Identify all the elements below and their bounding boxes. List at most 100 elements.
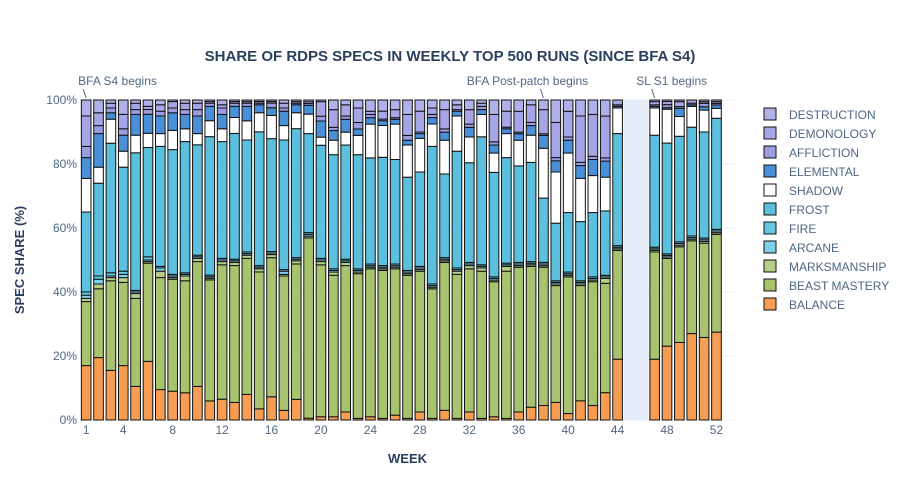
bar-segment-affliction — [192, 109, 203, 117]
bar-segment-elemental — [439, 131, 450, 141]
bar-segment-destruction — [599, 99, 611, 117]
bar-segment-elemental — [142, 113, 154, 134]
bar-segment-affliction — [352, 122, 364, 130]
bar-segment-balance — [105, 369, 117, 421]
bar-segment-balance — [229, 401, 240, 421]
bar-segment-beast-mastery — [649, 251, 660, 360]
bar-segment-shadow — [204, 120, 216, 138]
bar-segment-beast-mastery — [216, 264, 228, 400]
bar-segment-affliction — [130, 109, 141, 115]
bar-segment-beast-mastery — [229, 265, 240, 403]
bar-segment-beast-mastery — [550, 285, 562, 403]
bar-segment-frost — [550, 222, 562, 282]
legend-swatch-elemental — [763, 164, 777, 178]
bar-segment-beast-mastery — [278, 275, 290, 411]
bar-segment-demonology — [315, 101, 327, 117]
legend-swatch-arcane — [763, 240, 777, 254]
bar-segment-shadow — [266, 114, 277, 140]
bar-segment-destruction — [130, 99, 141, 104]
bar-segment-destruction — [365, 99, 376, 112]
bar-segment-frost — [513, 165, 525, 263]
bar-segment-shadow — [686, 105, 698, 128]
bar-segment-shadow — [315, 136, 327, 146]
bar-segment-demonology — [513, 110, 525, 133]
bar-segment-balance — [130, 385, 141, 421]
bar-segment-beast-mastery — [253, 271, 265, 410]
bar-segment-destruction — [562, 99, 574, 112]
bar-segment-shadow — [612, 107, 623, 135]
bar-segment-elemental — [204, 105, 216, 122]
bar-segment-balance — [698, 336, 710, 421]
annotation-arrow — [539, 88, 544, 99]
legend-label-marksmanship: MARKSMANSHIP — [789, 260, 886, 274]
bar-segment-affliction — [117, 128, 129, 136]
bar-segment-beast-mastery — [513, 266, 525, 413]
bar-segment-affliction — [105, 107, 117, 114]
bar-segment-elemental — [105, 112, 117, 120]
bar-segment-shadow — [649, 107, 660, 136]
bar-segment-elemental — [352, 128, 364, 136]
bar-segment-elemental — [266, 107, 277, 116]
bar-segment-balance — [290, 398, 302, 421]
bar-segment-destruction — [253, 99, 265, 103]
bar-segment-beast-mastery — [328, 274, 339, 418]
bar-segment-beast-mastery — [661, 257, 673, 347]
bar-segment-elemental — [328, 130, 339, 141]
bar-segment-destruction — [352, 99, 364, 109]
bar-segment-balance — [575, 400, 586, 421]
bar-segment-beast-mastery — [340, 265, 352, 413]
bar-segment-beast-mastery — [80, 301, 92, 367]
legend-swatch-frost — [763, 202, 777, 216]
bar-segment-beast-mastery — [117, 281, 129, 367]
bar-segment-destruction — [525, 99, 537, 106]
bar-segment-shadow — [599, 176, 611, 212]
bar-segment-frost — [130, 152, 141, 291]
bar-segment-demonology — [439, 109, 450, 130]
bar-segment-beast-mastery — [426, 288, 438, 419]
bar-segment-destruction — [513, 99, 525, 112]
bar-segment-destruction — [167, 99, 179, 103]
bar-segment-balance — [587, 405, 599, 421]
bar-segment-destruction — [538, 99, 549, 111]
bar-segment-demonology — [93, 112, 104, 127]
bar-segment-shadow — [216, 128, 228, 143]
bar-segment-frost — [315, 144, 327, 259]
bar-segment-elemental — [377, 120, 389, 126]
bar-segment-beast-mastery — [179, 280, 191, 394]
bar-segment-shadow — [661, 108, 673, 144]
bar-segment-arcane — [93, 278, 104, 285]
bar-segment-balance — [241, 393, 253, 421]
annotation-arrow — [651, 88, 656, 99]
bar-segment-affliction — [80, 145, 92, 159]
bar-segment-beast-mastery — [130, 297, 141, 387]
bar-segment-destruction — [315, 99, 327, 103]
bar-segment-destruction — [476, 99, 487, 104]
bar-segment-frost — [612, 133, 623, 247]
bar-segment-beast-mastery — [711, 233, 722, 333]
bar-segment-elemental — [130, 113, 141, 136]
bar-segment-elemental — [513, 133, 525, 141]
bar-segment-beast-mastery — [241, 257, 253, 395]
y-axis: 0% 20% 40% 60% 80% 100% — [46, 93, 77, 427]
bar-segment-elemental — [463, 126, 475, 138]
bar-segment-demonology — [377, 110, 389, 120]
bar-segment-destruction — [241, 99, 253, 103]
bar-segment-destruction — [488, 99, 500, 115]
bar-segment-demonology — [575, 115, 586, 163]
bar-segment-beast-mastery — [155, 277, 166, 391]
bar-segment-balance — [117, 365, 129, 421]
shaded-region — [623, 100, 649, 420]
bar-segment-affliction — [266, 102, 277, 109]
bar-segment-affliction — [142, 109, 154, 115]
bar-segment-destruction — [377, 99, 389, 112]
bar-segment-demonology — [340, 104, 352, 117]
bar-segment-elemental — [562, 139, 574, 154]
bar-segment-marksmanship — [599, 277, 611, 284]
bar-segment-elemental — [117, 134, 129, 152]
bar-segment-shadow — [426, 123, 438, 147]
bar-segment-marksmanship — [155, 270, 166, 279]
bar-segment-beast-mastery — [439, 261, 450, 411]
bar-segment-demonology — [562, 110, 574, 138]
bar-segment-beast-mastery — [686, 240, 698, 335]
bar-segment-demonology — [414, 110, 426, 133]
